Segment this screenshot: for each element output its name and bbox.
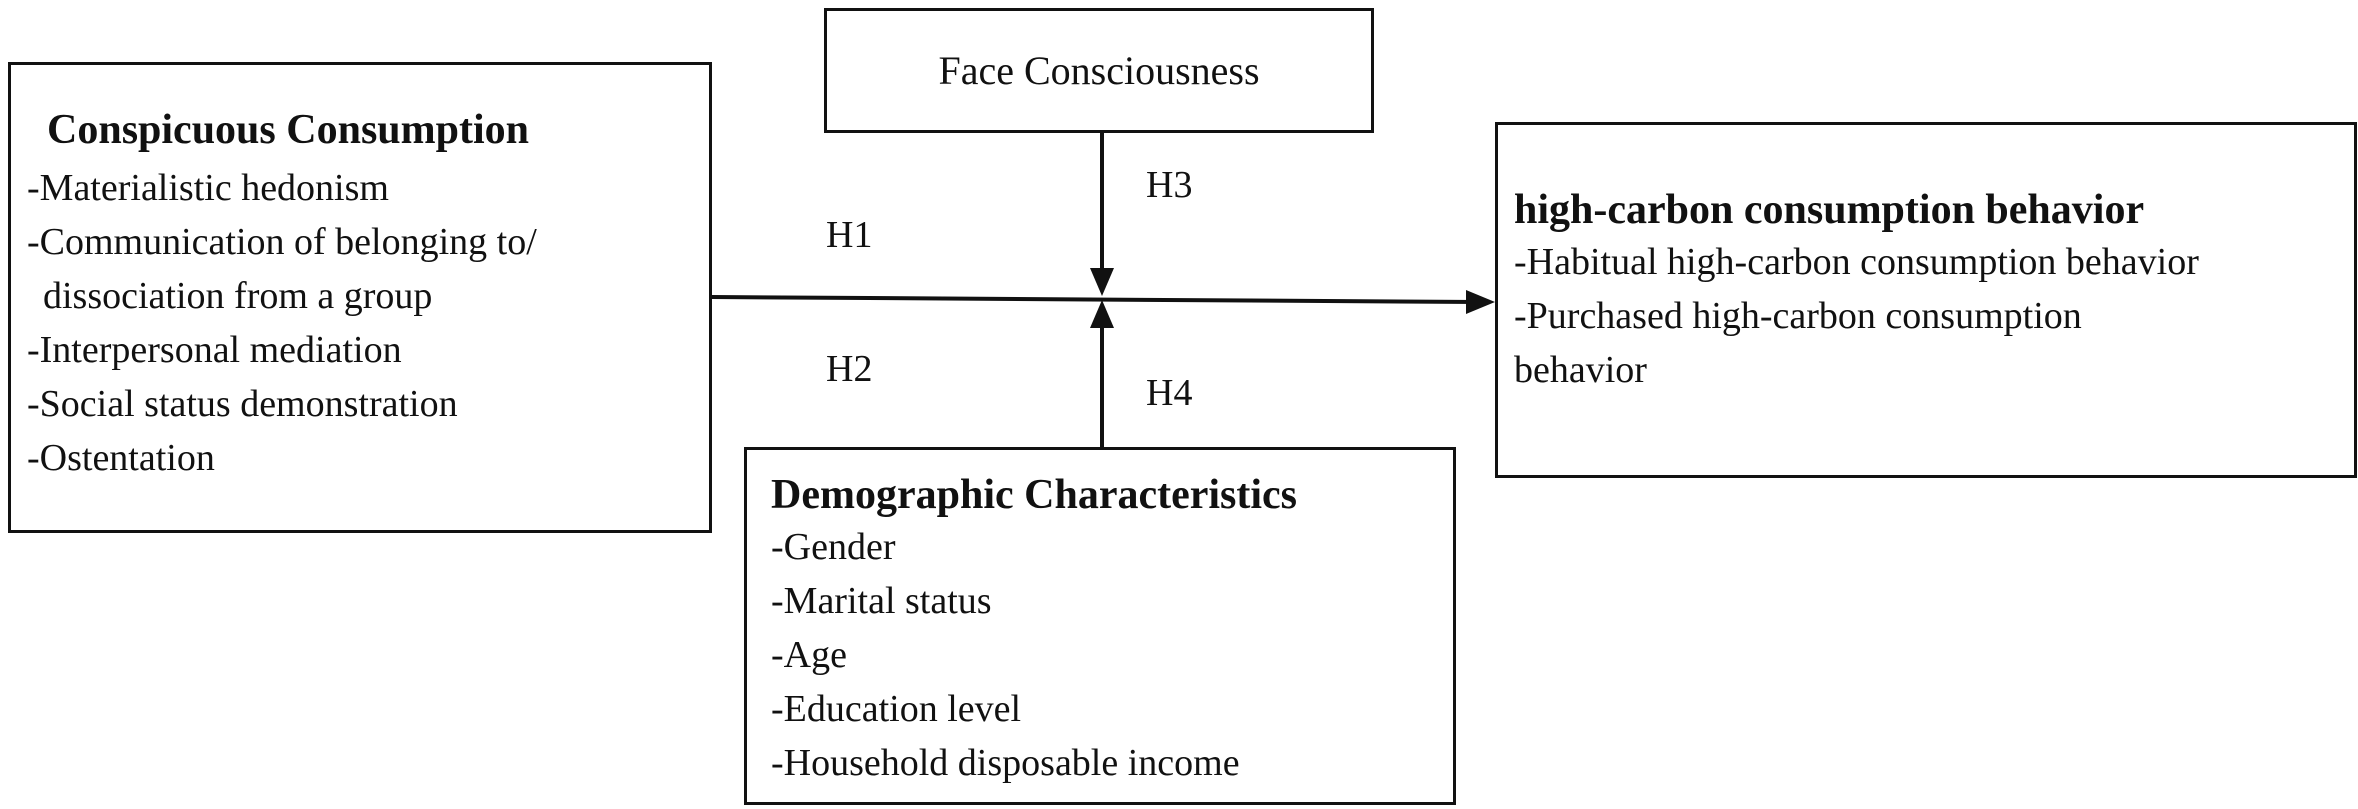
cc-item: dissociation from a group: [43, 275, 433, 318]
dc-item: -Gender: [771, 526, 896, 569]
face-consciousness-box: Face Consciousness: [824, 8, 1374, 133]
hypothesis-h3-label: H3: [1146, 164, 1193, 206]
face-moderation-arrowhead: [1090, 268, 1114, 296]
hc-item: -Purchased high-carbon consumption: [1514, 295, 2082, 338]
cc-item: -Interpersonal mediation: [27, 329, 402, 372]
cc-item: -Communication of belonging to/: [27, 221, 537, 264]
dc-item: -Household disposable income: [771, 742, 1240, 785]
face-consciousness-title: Face Consciousness: [938, 48, 1260, 93]
hc-item: -Habitual high-carbon consumption behavi…: [1514, 241, 2199, 284]
main-path-line: [711, 295, 1479, 304]
dc-item: -Marital status: [771, 580, 992, 623]
dc-item: -Age: [771, 634, 847, 677]
cc-item: -Ostentation: [27, 437, 215, 480]
hypothesis-h4-label: H4: [1146, 372, 1193, 414]
demographic-moderation-arrowhead: [1090, 300, 1114, 328]
conspicuous-consumption-title: Conspicuous Consumption: [47, 107, 530, 153]
high-carbon-behavior-title: high-carbon consumption behavior: [1514, 187, 2145, 233]
demographic-characteristics-title: Demographic Characteristics: [771, 472, 1298, 518]
hc-item: behavior: [1514, 349, 1647, 392]
cc-item: -Materialistic hedonism: [27, 167, 389, 210]
dc-item: -Education level: [771, 688, 1022, 731]
hypothesis-h2-label: H2: [826, 348, 873, 390]
high-carbon-behavior-box: high-carbon consumption behavior -Habitu…: [1495, 122, 2357, 478]
main-path-arrowhead: [1466, 290, 1495, 314]
demographic-characteristics-box: Demographic Characteristics -Gender -Mar…: [744, 447, 1456, 805]
cc-item: -Social status demonstration: [27, 383, 458, 426]
hypothesis-h1-label: H1: [826, 214, 873, 256]
conspicuous-consumption-box: Conspicuous Consumption -Materialistic h…: [8, 62, 712, 533]
